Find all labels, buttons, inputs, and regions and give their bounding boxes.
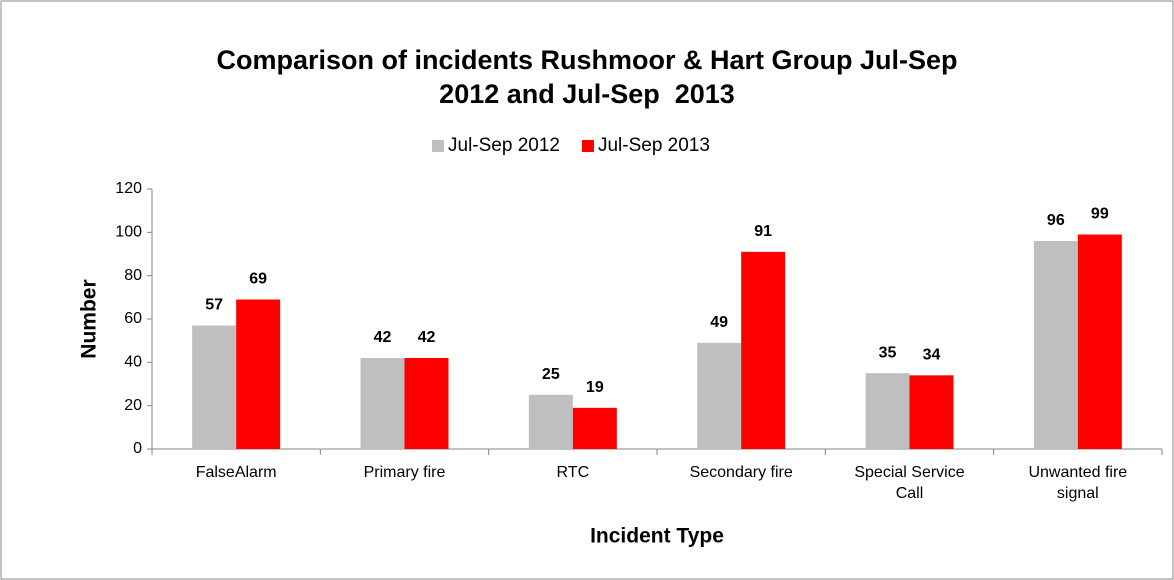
bar	[236, 299, 281, 449]
bar	[360, 358, 405, 449]
value-label: 49	[710, 314, 728, 331]
value-label: 57	[205, 297, 223, 314]
bar	[572, 407, 617, 449]
y-tick-label: 100	[115, 224, 142, 241]
legend-label: Jul-Sep 2012	[448, 135, 560, 156]
chart-title: Comparison of incidents Rushmoor & Hart …	[216, 45, 957, 109]
value-label: 42	[374, 329, 392, 346]
x-tick-label: Primary fire	[364, 464, 446, 481]
legend-label: Jul-Sep 2013	[598, 135, 710, 156]
y-tick-label: 40	[124, 354, 142, 371]
bar	[1077, 234, 1122, 449]
value-label: 96	[1047, 212, 1065, 229]
x-tick-label: FalseAlarm	[196, 464, 277, 481]
y-tick-label: 0	[133, 440, 142, 457]
value-label: 35	[879, 344, 897, 361]
x-tick-label: Unwanted fire signal	[1028, 464, 1127, 502]
x-tick-label: Secondary fire	[690, 464, 793, 481]
x-tick-label: Special Service Call	[854, 464, 964, 502]
value-label: 25	[542, 366, 560, 383]
y-tick-label: 80	[124, 267, 142, 284]
bar	[909, 375, 954, 449]
value-label: 69	[249, 271, 267, 288]
legend-swatch	[581, 140, 594, 152]
value-label: 42	[418, 329, 436, 346]
y-axis-title: Number	[78, 279, 101, 358]
y-tick-label: 120	[115, 180, 142, 197]
bar	[404, 358, 449, 449]
value-label: 34	[923, 347, 941, 364]
bar	[192, 325, 237, 449]
y-tick-label: 60	[124, 310, 142, 327]
bar	[865, 373, 910, 449]
y-tick-label: 20	[124, 397, 142, 414]
legend-swatch	[432, 140, 444, 152]
bar	[1033, 241, 1078, 449]
bar	[697, 342, 742, 449]
x-axis-title: Incident Type	[590, 525, 724, 548]
value-label: 99	[1091, 206, 1109, 223]
bar	[528, 394, 573, 449]
bar	[741, 251, 786, 449]
value-label: 91	[754, 223, 772, 240]
x-tick-label: RTC	[557, 464, 590, 481]
value-label: 19	[586, 379, 604, 396]
